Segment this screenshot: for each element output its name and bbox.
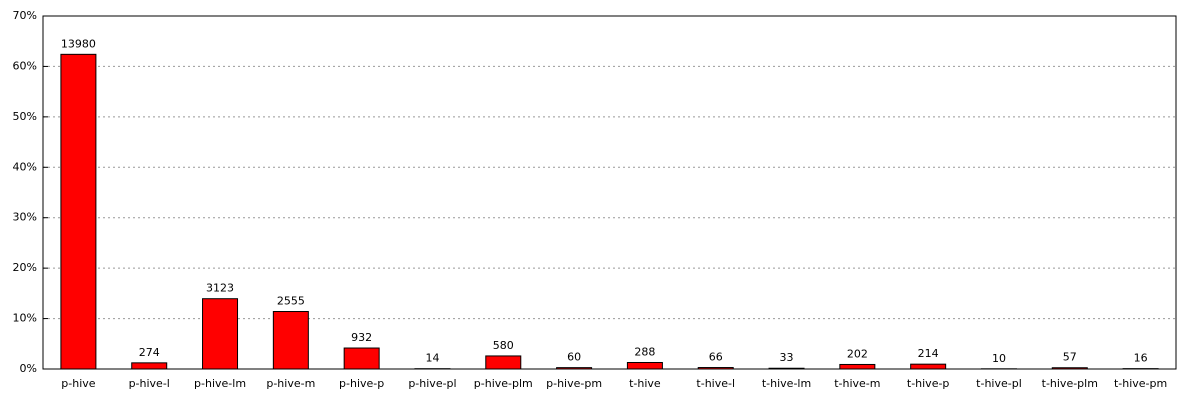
y-tick-label: 70%: [13, 9, 37, 22]
bar: [60, 53, 97, 370]
count-label: 202: [847, 347, 868, 360]
bar: [556, 367, 593, 370]
x-tick-label: p-hive-p: [339, 377, 384, 390]
count-label: 66: [709, 351, 723, 364]
count-label: 214: [918, 347, 939, 360]
count-label: 33: [780, 351, 794, 364]
y-tick-label: 40%: [13, 160, 37, 173]
bar: [910, 363, 947, 370]
count-label: 10: [992, 352, 1006, 365]
y-tick-label: 50%: [13, 110, 37, 123]
x-tick-label: p-hive-m: [266, 377, 315, 390]
bar: [485, 355, 522, 370]
x-tick-label: t-hive-l: [696, 377, 735, 390]
count-label: 3123: [206, 282, 234, 295]
x-tick-label: t-hive-m: [834, 377, 880, 390]
bar: [839, 363, 876, 370]
count-label: 274: [139, 346, 160, 359]
x-tick-label: t-hive: [629, 377, 661, 390]
x-tick-label: t-hive-pm: [1114, 377, 1167, 390]
bar: [272, 311, 309, 370]
count-label: 288: [634, 345, 655, 358]
x-tick-label: t-hive-lm: [762, 377, 811, 390]
bar: [1051, 367, 1088, 370]
x-tick-label: t-hive-pl: [976, 377, 1022, 390]
bar: [202, 298, 239, 370]
bar: [626, 361, 663, 370]
count-label: 13980: [61, 37, 96, 50]
x-tick-label: p-hive-lm: [194, 377, 246, 390]
y-tick-label: 0%: [20, 362, 37, 375]
bar: [697, 367, 734, 370]
bar: [343, 347, 380, 370]
x-tick-label: p-hive-pl: [408, 377, 456, 390]
count-label: 580: [493, 339, 514, 352]
y-tick-label: 20%: [13, 261, 37, 274]
x-tick-label: p-hive: [61, 377, 95, 390]
y-tick-label: 10%: [13, 312, 37, 325]
count-label: 57: [1063, 351, 1077, 364]
x-tick-label: p-hive-l: [129, 377, 170, 390]
count-label: 16: [1134, 352, 1148, 365]
count-label: 14: [425, 352, 439, 365]
count-label: 2555: [277, 295, 305, 308]
count-label: 932: [351, 331, 372, 344]
y-tick-label: 60%: [13, 59, 37, 72]
x-tick-label: t-hive-p: [907, 377, 950, 390]
x-tick-label: p-hive-pm: [546, 377, 602, 390]
x-tick-label: p-hive-plm: [474, 377, 533, 390]
plot-frame: [42, 15, 1177, 370]
count-label: 60: [567, 351, 581, 364]
bar: [131, 362, 168, 370]
bar: [768, 367, 805, 370]
y-tick-label: 30%: [13, 211, 37, 224]
x-tick-label: t-hive-plm: [1042, 377, 1098, 390]
